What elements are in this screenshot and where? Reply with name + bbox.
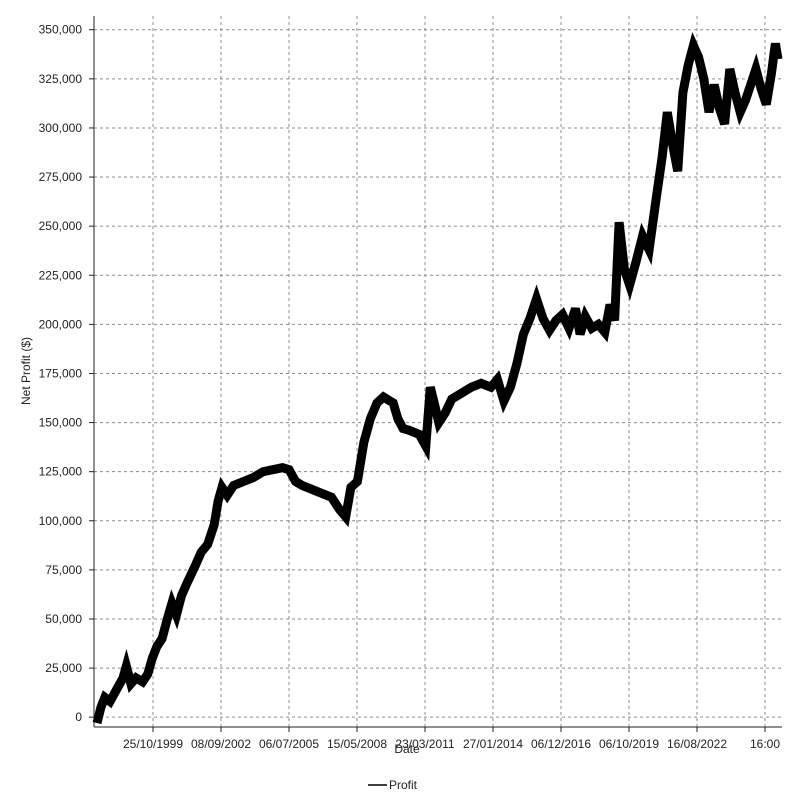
x-tick-label: 23/03/2011 xyxy=(395,737,454,751)
axes xyxy=(93,16,782,728)
y-tick-label: 75,000 xyxy=(45,563,82,577)
x-axis-ticks: 25/10/1999 08/09/2002 06/07/2005 15/05/2008… xyxy=(123,727,780,751)
y-tick-label: 0 xyxy=(75,710,82,724)
legend: Profit xyxy=(368,778,418,792)
y-tick-label: 125,000 xyxy=(39,465,83,479)
y-axis-title: Net Profit ($) xyxy=(19,337,33,405)
y-tick-label: 25,000 xyxy=(45,661,82,675)
legend-label-profit: Profit xyxy=(389,778,418,792)
x-tick-label: 06/10/2019 xyxy=(599,737,659,751)
x-tick-label: 06/07/2005 xyxy=(259,737,319,751)
y-tick-label: 150,000 xyxy=(39,416,83,430)
y-tick-label: 100,000 xyxy=(39,514,83,528)
x-tick-label: 15/05/2008 xyxy=(327,737,387,751)
series-line-profit xyxy=(92,32,783,725)
y-tick-label: 300,000 xyxy=(39,121,83,135)
y-tick-label: 225,000 xyxy=(39,268,83,282)
y-tick-label: 275,000 xyxy=(39,170,83,184)
x-tick-label: 08/09/2002 xyxy=(191,737,251,751)
y-tick-label: 200,000 xyxy=(39,317,83,331)
y-axis-ticks: 0 25,000 50,000 75,000 100,000 125,000 150,000… xyxy=(39,23,94,724)
y-tick-label: 350,000 xyxy=(39,23,83,37)
series-layer xyxy=(92,32,783,725)
y-tick-label: 175,000 xyxy=(39,366,83,380)
y-tick-label: 50,000 xyxy=(45,612,82,626)
x-tick-label: 27/01/2014 xyxy=(463,737,523,751)
x-tick-label: 06/12/2016 xyxy=(531,737,591,751)
x-axis-title: Date xyxy=(394,742,420,756)
y-tick-label: 250,000 xyxy=(39,219,83,233)
x-tick-label: 16:00 xyxy=(750,737,780,751)
y-tick-label: 325,000 xyxy=(39,72,83,86)
x-tick-label: 25/10/1999 xyxy=(123,737,183,751)
x-tick-label: 16/08/2022 xyxy=(667,737,727,751)
